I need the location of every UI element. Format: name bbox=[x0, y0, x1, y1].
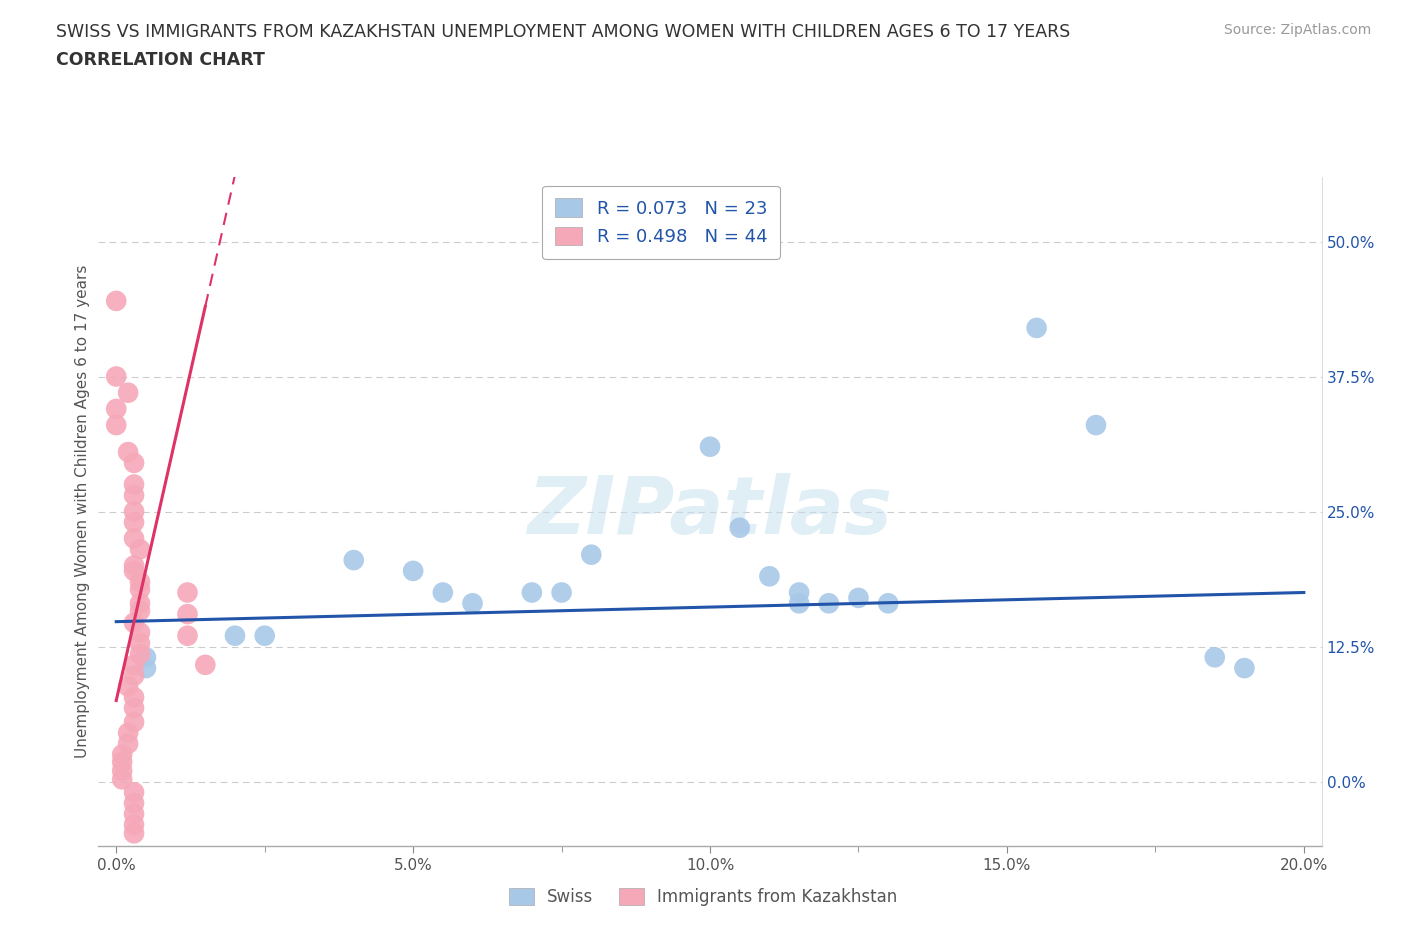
Point bbox=[432, 585, 454, 600]
Point bbox=[105, 418, 128, 432]
Text: CORRELATION CHART: CORRELATION CHART bbox=[56, 51, 266, 69]
Point bbox=[122, 515, 145, 530]
Point bbox=[129, 636, 152, 651]
Point bbox=[111, 764, 134, 778]
Text: ZIPatlas: ZIPatlas bbox=[527, 472, 893, 551]
Point bbox=[122, 531, 145, 546]
Point bbox=[117, 385, 139, 400]
Point bbox=[122, 616, 145, 631]
Point bbox=[129, 574, 152, 589]
Point bbox=[129, 542, 152, 557]
Point bbox=[129, 604, 152, 618]
Point bbox=[117, 725, 139, 740]
Point bbox=[176, 606, 198, 621]
Point bbox=[117, 737, 139, 751]
Point bbox=[224, 629, 246, 644]
Point bbox=[122, 690, 145, 705]
Point bbox=[117, 679, 139, 694]
Point bbox=[343, 552, 366, 567]
Point bbox=[848, 591, 870, 605]
Point bbox=[129, 596, 152, 611]
Point bbox=[122, 558, 145, 573]
Point bbox=[176, 629, 198, 644]
Point bbox=[111, 747, 134, 762]
Point bbox=[122, 456, 145, 471]
Point bbox=[1233, 660, 1256, 675]
Point bbox=[1025, 321, 1047, 336]
Point bbox=[877, 596, 900, 611]
Legend: Swiss, Immigrants from Kazakhstan: Swiss, Immigrants from Kazakhstan bbox=[502, 881, 904, 912]
Point bbox=[135, 650, 157, 665]
Y-axis label: Unemployment Among Women with Children Ages 6 to 17 years: Unemployment Among Women with Children A… bbox=[75, 265, 90, 758]
Point bbox=[129, 582, 152, 597]
Point bbox=[1085, 418, 1108, 432]
Point bbox=[122, 817, 145, 832]
Point bbox=[111, 754, 134, 769]
Point bbox=[122, 564, 145, 578]
Point bbox=[122, 658, 145, 672]
Point bbox=[105, 294, 128, 309]
Point bbox=[122, 796, 145, 811]
Point bbox=[111, 772, 134, 787]
Point bbox=[122, 700, 145, 715]
Point bbox=[105, 369, 128, 384]
Point bbox=[758, 569, 780, 584]
Point bbox=[122, 488, 145, 503]
Point bbox=[194, 658, 217, 672]
Point bbox=[728, 520, 751, 535]
Point bbox=[122, 477, 145, 492]
Text: Source: ZipAtlas.com: Source: ZipAtlas.com bbox=[1223, 23, 1371, 37]
Point bbox=[129, 625, 152, 640]
Point bbox=[129, 646, 152, 661]
Point bbox=[1204, 650, 1226, 665]
Point bbox=[117, 445, 139, 459]
Point bbox=[105, 402, 128, 417]
Point bbox=[253, 629, 276, 644]
Point bbox=[461, 596, 484, 611]
Point bbox=[135, 660, 157, 675]
Point bbox=[699, 439, 721, 454]
Point bbox=[122, 669, 145, 684]
Point bbox=[176, 585, 198, 600]
Point bbox=[122, 785, 145, 800]
Point bbox=[122, 806, 145, 821]
Point bbox=[520, 585, 543, 600]
Point bbox=[581, 547, 603, 562]
Point bbox=[787, 596, 810, 611]
Point bbox=[817, 596, 839, 611]
Point bbox=[122, 826, 145, 841]
Point bbox=[122, 504, 145, 519]
Point bbox=[550, 585, 572, 600]
Point bbox=[402, 564, 425, 578]
Text: SWISS VS IMMIGRANTS FROM KAZAKHSTAN UNEMPLOYMENT AMONG WOMEN WITH CHILDREN AGES : SWISS VS IMMIGRANTS FROM KAZAKHSTAN UNEM… bbox=[56, 23, 1070, 41]
Legend: R = 0.073   N = 23, R = 0.498   N = 44: R = 0.073 N = 23, R = 0.498 N = 44 bbox=[543, 186, 780, 259]
Point bbox=[122, 714, 145, 729]
Point bbox=[787, 585, 810, 600]
